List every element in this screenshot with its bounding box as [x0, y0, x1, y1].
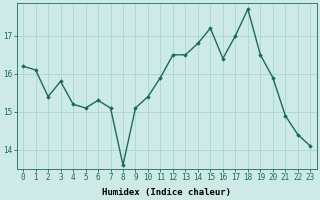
X-axis label: Humidex (Indice chaleur): Humidex (Indice chaleur): [102, 188, 231, 197]
